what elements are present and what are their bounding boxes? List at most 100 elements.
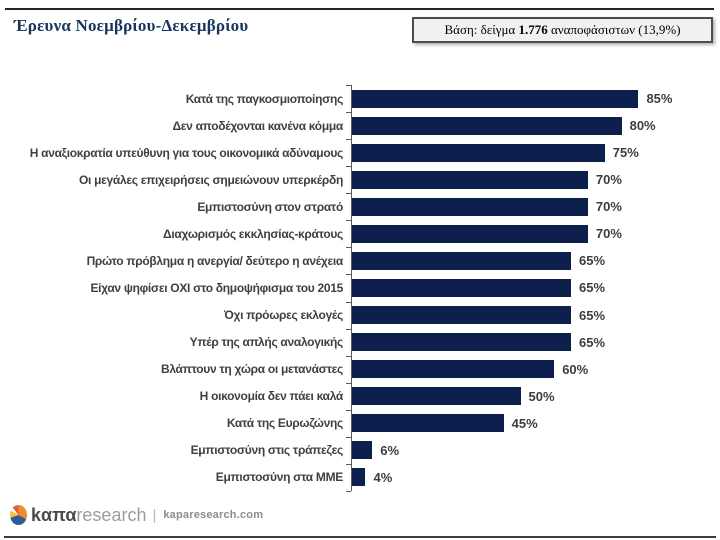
bar-track: 60% (352, 360, 589, 379)
bar (352, 278, 572, 297)
category-label: Η οικονομία δεν πάει καλά (199, 389, 344, 404)
bar (352, 143, 605, 162)
axis-tick (346, 166, 351, 168)
base-note-prefix: Βάση: δείγμα (444, 22, 519, 37)
bar-row: Η οικονομία δεν πάει καλά 50% (0, 383, 720, 410)
bar-row: Όχι πρόωρες εκλογές 65% (0, 302, 720, 329)
bar (352, 387, 521, 406)
axis-tick (346, 328, 351, 330)
category-label: Πρώτο πρόβλημα η ανεργία/ δεύτερο η ανέχ… (86, 253, 344, 268)
category-label: Εμπιστοσύνη στις τράπεζες (190, 443, 344, 458)
bar-row: Υπέρ της απλής αναλογικής 65% (0, 329, 720, 356)
bar-track: 65% (352, 333, 606, 352)
bar-track: 45% (352, 414, 538, 433)
category-label: Εμπιστοσύνη στα ΜΜΕ (215, 470, 344, 485)
category-label: Κατά της Ευρωζώνης (226, 416, 343, 431)
bar-track: 80% (352, 116, 656, 135)
bar (352, 468, 366, 487)
bar-row: Βλάπτουν τη χώρα οι μετανάστες 60% (0, 356, 720, 383)
value-label: 70% (595, 172, 622, 188)
axis-tick (346, 355, 351, 357)
category-label: Οι μεγάλες επιχειρήσεις σημειώνουν υπερκ… (78, 172, 343, 187)
category-label: Όχι πρόωρες εκλογές (223, 308, 343, 323)
value-label: 85% (646, 91, 673, 107)
axis-tick (346, 220, 351, 222)
value-label: 70% (595, 199, 622, 215)
category-label: Διαχωρισμός εκκλησίας-κράτους (163, 226, 343, 241)
bar-row: Διαχωρισμός εκκλησίας-κράτους 70% (0, 220, 720, 247)
category-label: Υπέρ της απλής αναλογικής (189, 335, 344, 350)
bar-row: Εμπιστοσύνη στα ΜΜΕ 4% (0, 464, 720, 491)
value-label: 65% (579, 307, 606, 323)
logo-divider: | (152, 506, 157, 524)
bar (352, 306, 572, 325)
axis-tick (346, 112, 351, 114)
axis-tick (346, 409, 351, 411)
bar-track: 50% (352, 387, 555, 406)
bar-track: 4% (352, 468, 393, 487)
axis-tick (346, 301, 351, 303)
logo-text-light: research (76, 504, 147, 525)
bar (352, 116, 622, 135)
category-label: Κατά της παγκοσμιοποίησης (185, 91, 344, 106)
bar-track: 65% (352, 278, 606, 297)
bar-row: Πρώτο πρόβλημα η ανεργία/ δεύτερο η ανέχ… (0, 247, 720, 274)
value-label: 60% (562, 361, 589, 377)
logo-text-bold: kαπα (31, 504, 77, 525)
value-label: 50% (528, 388, 555, 404)
bar-track: 6% (352, 441, 400, 460)
bar-row: Κατά της Ευρωζώνης 45% (0, 410, 720, 437)
axis-tick (346, 463, 351, 465)
bar (352, 441, 373, 460)
value-label: 4% (373, 469, 393, 485)
value-label: 65% (579, 334, 606, 350)
bar-track: 85% (352, 89, 673, 108)
bar (352, 251, 572, 270)
category-label: Είχαν ψηφίσει ΟΧΙ στο δημοψήφισμα του 20… (90, 280, 343, 295)
axis-tick (346, 139, 351, 141)
bar-track: 75% (352, 143, 639, 162)
bar (352, 414, 504, 433)
bar-track: 70% (352, 224, 622, 243)
bar-row: Εμπιστοσύνη στον στρατό 70% (0, 193, 720, 220)
bottom-rule (4, 536, 716, 538)
category-label: Εμπιστοσύνη στον στρατό (197, 199, 343, 214)
bar-chart: Κατά της παγκοσμιοποίησης 85% Δεν αποδέχον… (0, 85, 720, 491)
bar-track: 65% (352, 306, 606, 325)
value-label: 75% (612, 145, 639, 161)
bar-row: Οι μεγάλες επιχειρήσεις σημειώνουν υπερκ… (0, 166, 720, 193)
value-label: 6% (380, 442, 400, 458)
axis-tick (346, 436, 351, 438)
value-label: 45% (511, 415, 538, 431)
bar-track: 70% (352, 197, 622, 216)
bar-row: Εμπιστοσύνη στις τράπεζες 6% (0, 437, 720, 464)
category-label: Δεν αποδέχονται κανένα κόμμα (172, 118, 343, 133)
bar-row: Δεν αποδέχονται κανένα κόμμα 80% (0, 112, 720, 139)
bar-row: Η αναξιοκρατία υπεύθυνη για τους οικονομ… (0, 139, 720, 166)
bar-row: Είχαν ψηφίσει ΟΧΙ στο δημοψήφισμα του 20… (0, 274, 720, 301)
bar-track: 70% (352, 170, 622, 189)
footer-logo: kαπα research | kaparesearch.com (10, 502, 263, 528)
bar (352, 197, 588, 216)
axis-tick (346, 382, 351, 384)
axis-tick (346, 85, 351, 86)
bar (352, 360, 555, 379)
bar (352, 89, 639, 108)
value-label: 65% (579, 280, 606, 296)
axis-tick (346, 247, 351, 249)
axis-tick (346, 193, 351, 195)
kapa-research-logo-icon (10, 505, 27, 525)
bar (352, 333, 572, 352)
bar (352, 170, 588, 189)
axis-tick (346, 274, 351, 276)
bar (352, 224, 588, 243)
category-label: Βλάπτουν τη χώρα οι μετανάστες (160, 362, 343, 377)
base-note-suffix: αναποφάσιστων (13,9%) (547, 22, 681, 37)
logo-website-text: kaparesearch.com (163, 509, 264, 521)
page-title: Έρευνα Νοεμβρίου-Δεκεμβρίου (14, 16, 249, 35)
y-axis-line (351, 85, 352, 491)
sample-base-box: Βάση: δείγμα 1.776 αναποφάσιστων (13,9%) (412, 17, 713, 43)
base-note-count: 1.776 (518, 22, 548, 37)
bar-track: 65% (352, 251, 605, 270)
